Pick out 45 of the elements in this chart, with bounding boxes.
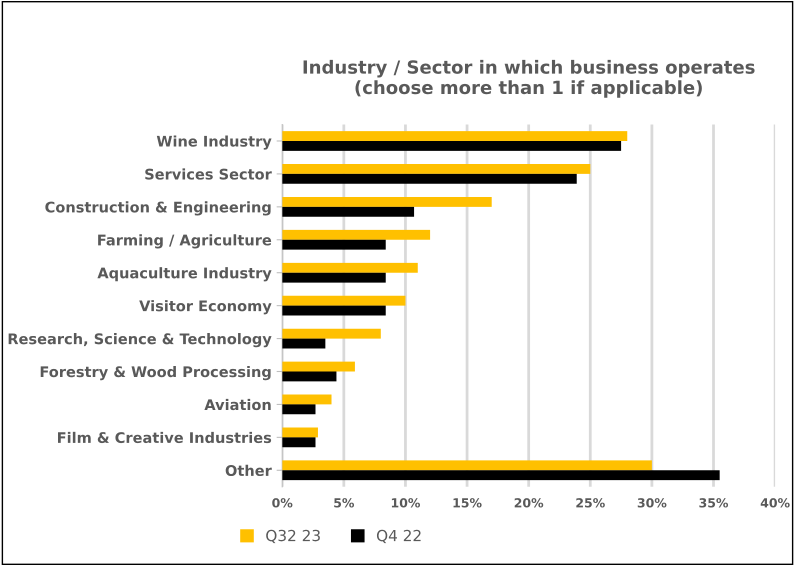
bar [282, 272, 386, 283]
y-tick-label: Visitor Economy [139, 300, 272, 314]
legend-label: Q4 22 [376, 530, 421, 544]
y-tick-label: Construction & Engineering [45, 201, 271, 216]
bar [282, 296, 406, 306]
bar [282, 470, 720, 480]
chart-title: Industry / Sector in which business operates (choose more than 1 if applicable) [304, 60, 755, 98]
y-tick-label: Forestry & Wood Processing [40, 366, 271, 380]
x-tick-label: 40% [760, 498, 790, 508]
bar [282, 328, 381, 339]
x-tick-label: 15% [454, 498, 482, 508]
bar [282, 437, 316, 448]
bar [282, 427, 318, 438]
bar [282, 394, 332, 404]
bar [282, 206, 414, 217]
bar [282, 362, 355, 372]
x-tick-label: 35% [699, 498, 728, 508]
legend-label: Q32 23 [266, 530, 320, 544]
y-tick-label: Aquaculture Industry [97, 267, 272, 282]
x-tick-label: 20% [514, 498, 544, 508]
bar [282, 140, 622, 151]
bar [282, 240, 386, 250]
bar [282, 164, 590, 174]
y-tick-label: Aviation [204, 398, 271, 410]
bar [282, 230, 430, 240]
bar [282, 196, 492, 207]
bar [282, 460, 652, 470]
y-tick-label: Film & Creative Industries [58, 432, 272, 444]
x-tick-label: 30% [638, 498, 666, 508]
x-tick-label: 0% [272, 498, 292, 508]
y-tick-label: Farming / Agriculture [98, 234, 272, 248]
bar [282, 404, 316, 414]
bar [282, 306, 386, 316]
bar [282, 338, 326, 348]
bar [282, 131, 628, 141]
bar [282, 372, 336, 382]
bar [282, 174, 577, 184]
x-tick-label: 5% [334, 498, 354, 508]
y-tick-label: Other [226, 464, 272, 476]
y-tick-label: Wine Industry [156, 135, 272, 150]
x-tick-label: 10% [392, 498, 420, 508]
bar [282, 262, 418, 273]
y-tick-label: Research, Science & Technology [8, 333, 272, 348]
x-tick-label: 25% [576, 498, 605, 508]
y-tick-label: Services Sector [145, 168, 272, 180]
